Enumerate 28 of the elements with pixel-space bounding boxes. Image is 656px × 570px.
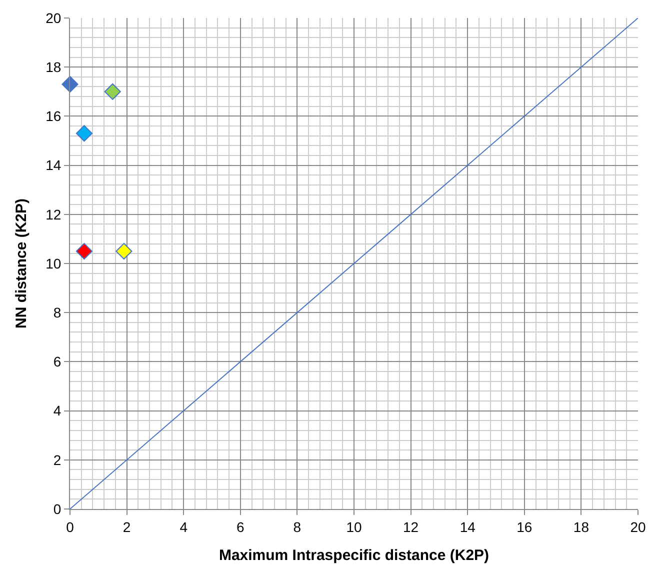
point: [104, 83, 121, 100]
point: [116, 242, 132, 260]
y-tick-label: 16: [46, 108, 62, 124]
y-tick-label: 6: [53, 354, 62, 370]
y-axis-title: NN distance (K2P): [12, 198, 30, 329]
point: [76, 125, 92, 142]
y-tick-label: 4: [53, 402, 62, 419]
x-tick-label: 12: [403, 518, 419, 535]
y-tick-label: 8: [53, 304, 62, 320]
x-tick-label: 18: [573, 518, 590, 535]
y-tick-label: 2: [53, 452, 62, 468]
x-axis-title: Maximum Intraspecific distance (K2P): [218, 546, 490, 564]
y-tick-label: 20: [46, 10, 62, 26]
x-tick-label: 8: [293, 518, 302, 535]
point: [76, 242, 92, 260]
x-tick-label: 16: [516, 518, 532, 535]
y-tick-label: 12: [46, 206, 62, 222]
y-tick-label: 14: [46, 157, 62, 174]
x-tick-label: 2: [122, 518, 131, 535]
y-tick-label: 0: [53, 500, 62, 517]
x-tick-label: 20: [630, 518, 646, 535]
y-tick-label: 18: [46, 59, 62, 75]
x-tick-label: 0: [66, 518, 74, 535]
x-tick-label: 14: [460, 518, 476, 535]
x-tick-label: 10: [346, 518, 362, 535]
y-tick-label: 10: [46, 255, 62, 272]
x-tick-label: 6: [236, 518, 244, 535]
x-tick-label: 4: [180, 518, 188, 535]
